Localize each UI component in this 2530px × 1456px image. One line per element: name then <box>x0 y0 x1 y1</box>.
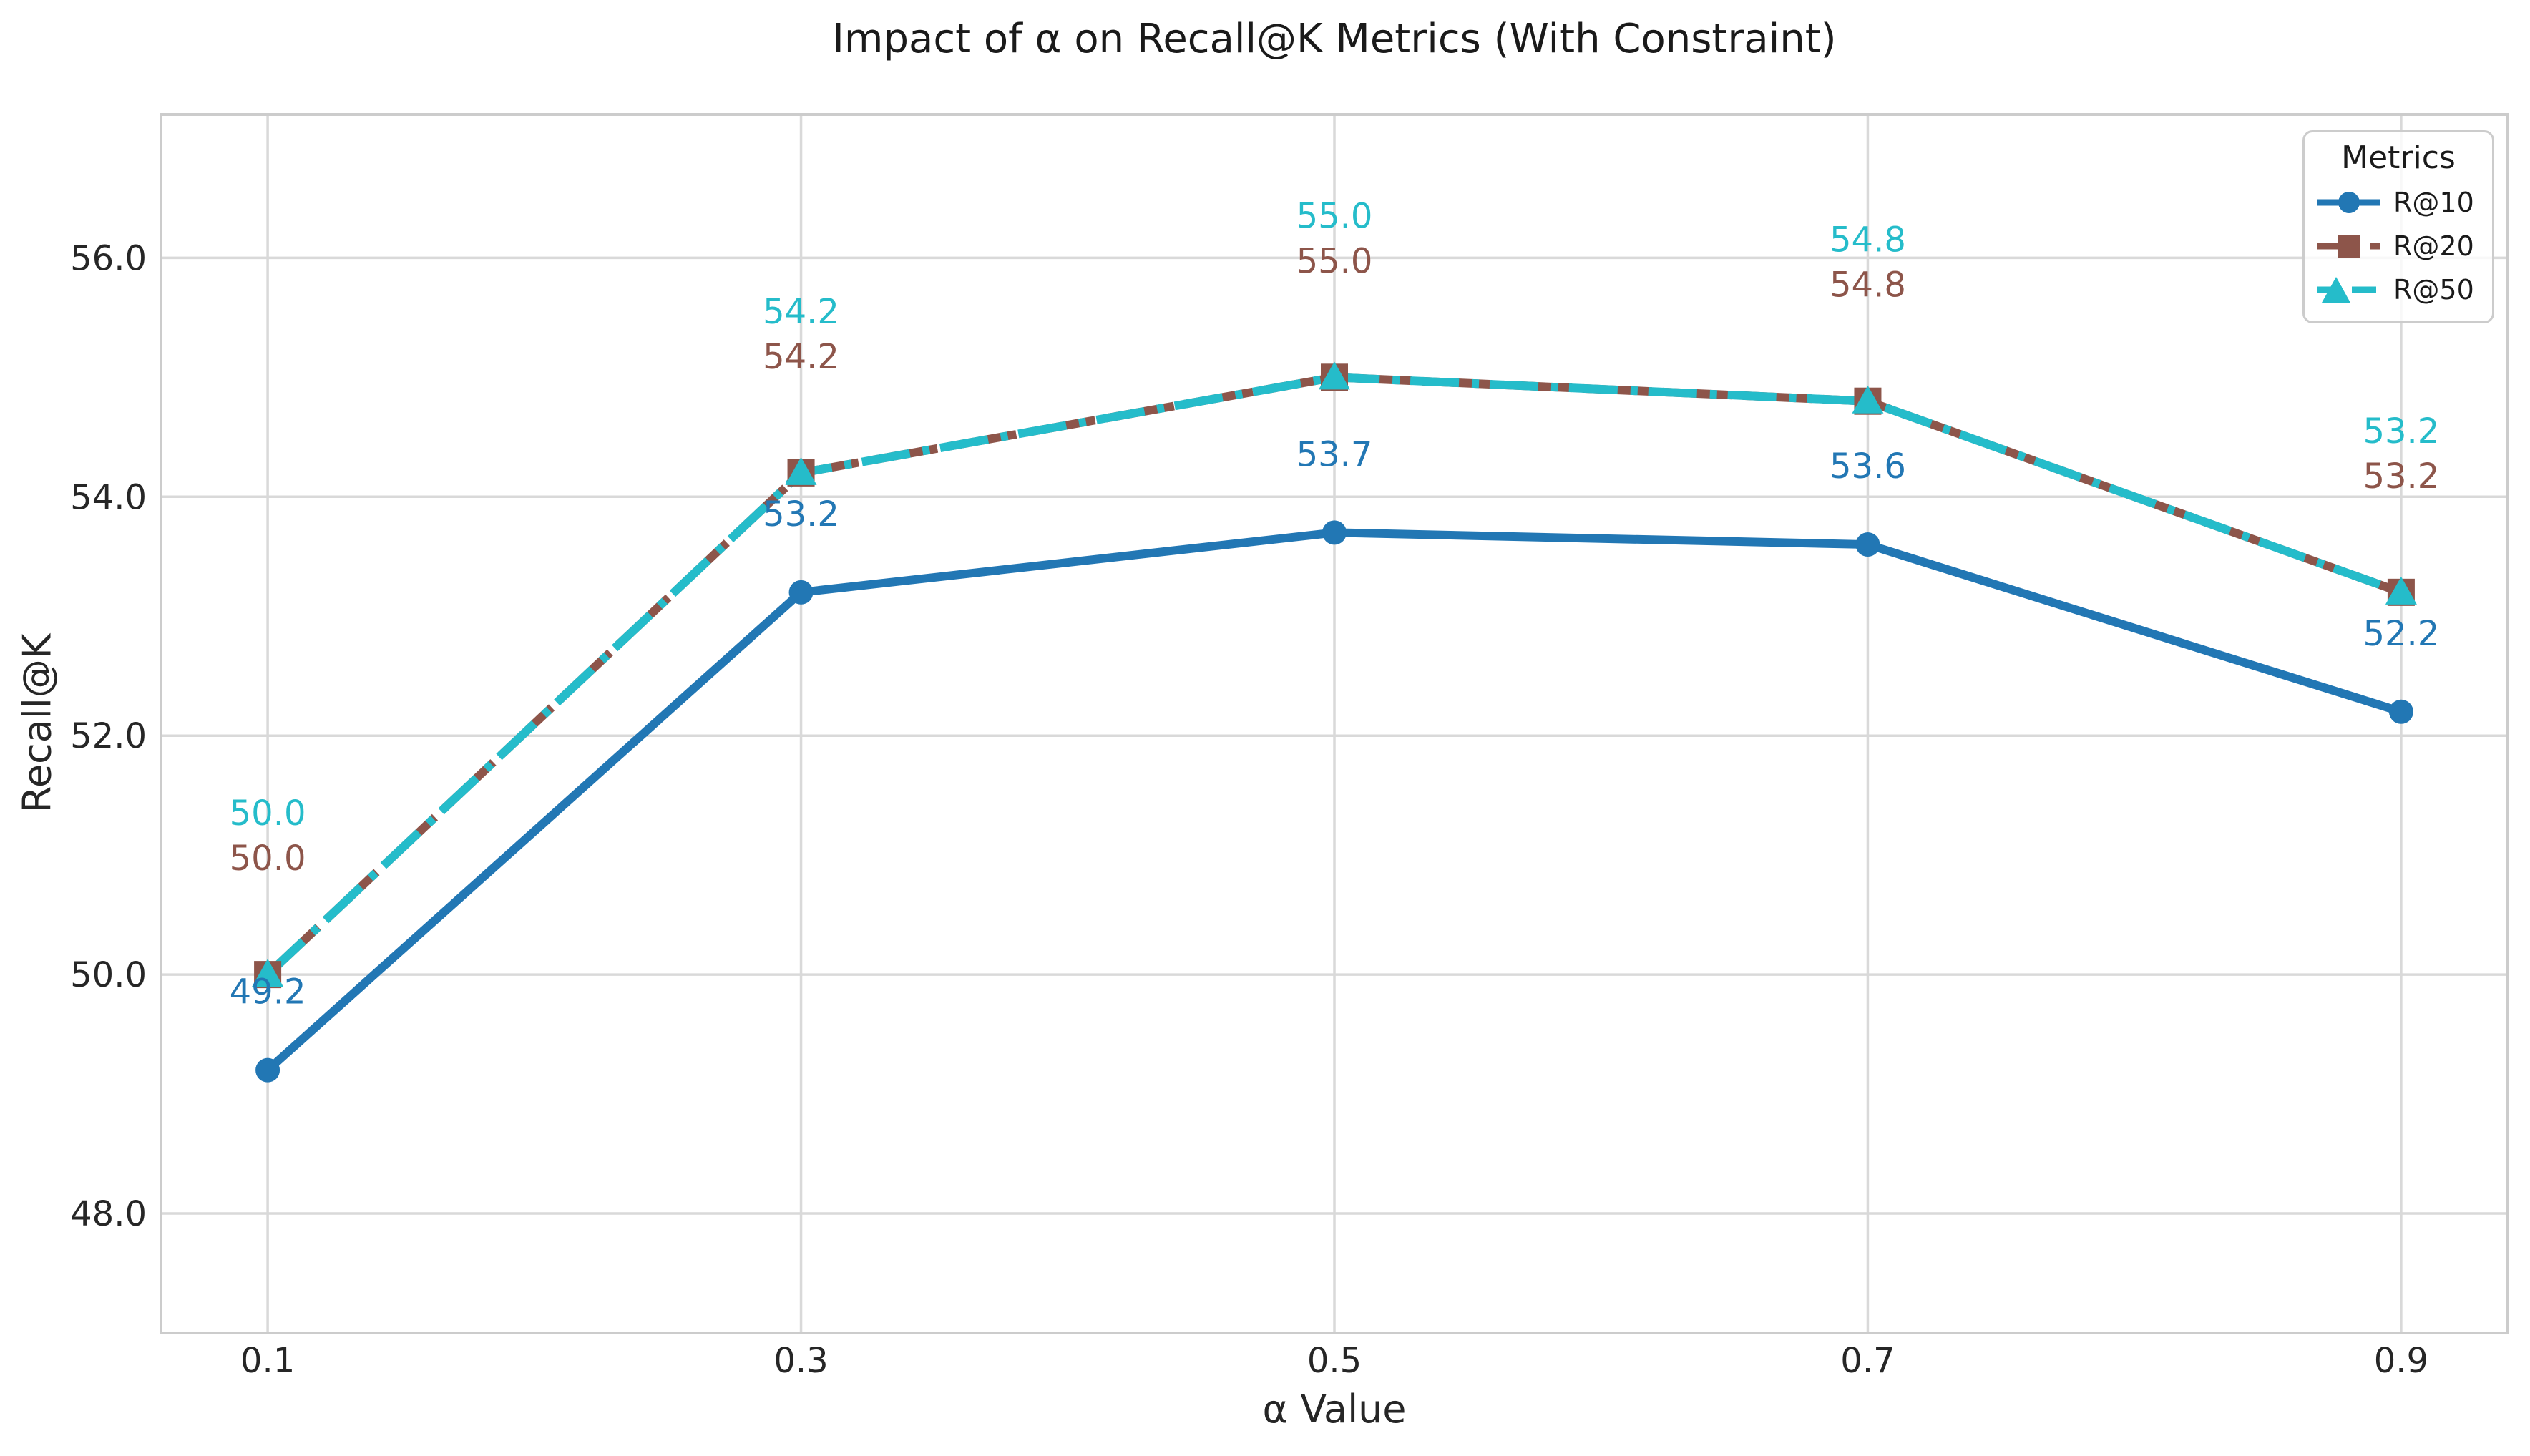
point-label: 52.2 <box>2363 614 2439 654</box>
data-point <box>785 456 817 485</box>
point-label: 53.2 <box>763 494 839 534</box>
r50-line-triangle-icon <box>2317 276 2380 303</box>
legend: Metrics R@10 R@20 R@50 <box>2302 130 2494 323</box>
gridlines <box>161 114 2508 1333</box>
point-label: 50.0 <box>230 793 306 834</box>
x-tick-label: 0.1 <box>240 1341 295 1381</box>
legend-label: R@50 <box>2393 273 2474 306</box>
data-point <box>252 959 284 987</box>
data-point <box>2388 699 2413 724</box>
legend-item-r50: R@50 <box>2316 268 2481 311</box>
x-axis-label: α Value <box>1262 1387 1407 1432</box>
y-tick-label: 48.0 <box>70 1194 147 1234</box>
y-tick-label: 54.0 <box>70 477 147 517</box>
legend-item-r10: R@10 <box>2316 180 2481 224</box>
point-labels-r10: 49.2 53.2 53.7 53.6 52.2 <box>230 434 2440 1012</box>
y-tick-label: 56.0 <box>70 238 147 278</box>
point-labels-r50: 50.0 54.2 55.0 54.8 53.2 <box>230 196 2440 834</box>
point-label: 50.0 <box>230 839 306 879</box>
data-point <box>2385 576 2417 605</box>
chart-title: Impact of α on Recall@K Metrics (With Co… <box>832 16 1837 62</box>
point-label: 53.6 <box>1830 446 1906 487</box>
point-label: 53.2 <box>2363 411 2439 451</box>
point-label: 55.0 <box>1296 241 1373 281</box>
point-label: 53.7 <box>1296 434 1373 474</box>
point-label: 54.8 <box>1830 265 1906 306</box>
r10-line-circle-icon <box>2317 191 2380 213</box>
point-label: 54.2 <box>763 292 839 332</box>
legend-title: Metrics <box>2341 140 2456 176</box>
legend-label: R@10 <box>2393 186 2474 218</box>
data-point <box>1855 532 1880 557</box>
axes-border <box>160 113 2509 1334</box>
x-tick-label: 0.7 <box>1840 1341 1895 1381</box>
x-tick-labels: 0.1 0.3 0.5 0.7 0.9 <box>240 1341 2428 1381</box>
point-label: 53.2 <box>2363 456 2439 497</box>
y-tick-label: 50.0 <box>70 955 147 995</box>
point-label: 54.2 <box>763 337 839 377</box>
r20-line-square-icon <box>2317 234 2380 258</box>
y-tick-labels: 48.0 50.0 52.0 54.0 56.0 <box>70 238 147 1234</box>
x-tick-label: 0.9 <box>2374 1341 2428 1381</box>
legend-item-r20: R@20 <box>2316 224 2481 268</box>
point-label: 55.0 <box>1296 196 1373 236</box>
point-label: 49.2 <box>230 972 306 1012</box>
data-point <box>1319 361 1350 390</box>
y-tick-label: 52.0 <box>70 716 147 756</box>
y-axis-label: Recall@K <box>14 633 60 813</box>
x-tick-label: 0.5 <box>1307 1341 1362 1381</box>
point-label: 54.8 <box>1830 220 1906 260</box>
data-point <box>1852 385 1884 414</box>
point-labels-r20: 50.0 54.2 55.0 54.8 53.2 <box>230 241 2440 879</box>
data-point <box>1322 520 1347 545</box>
series-markers-r10 <box>255 520 2413 1083</box>
legend-label: R@20 <box>2393 230 2474 262</box>
x-tick-label: 0.3 <box>773 1341 828 1381</box>
data-point <box>255 1057 280 1083</box>
data-point <box>788 580 814 605</box>
series-markers-r50 <box>252 361 2417 987</box>
